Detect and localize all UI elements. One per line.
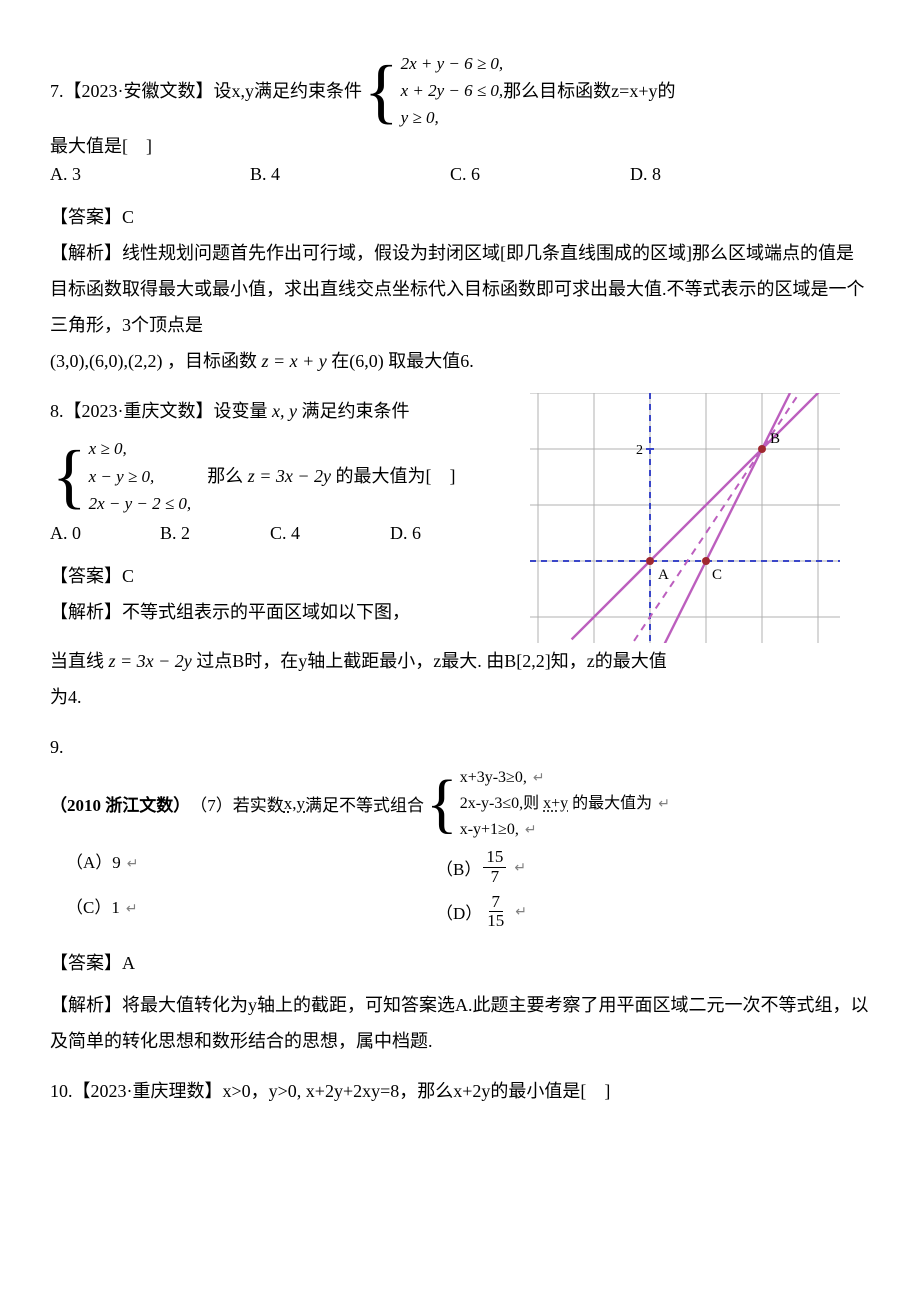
q8-left: 8.【2023·重庆文数】设变量 x, y 满足约束条件 { x ≥ 0, x …	[50, 393, 490, 643]
q8-exp2b: z = 3x − 2y	[104, 651, 196, 671]
q9-mid: 满足不等式组合	[305, 791, 424, 816]
q9-xy: x,y	[284, 794, 305, 814]
q8-stem-1: 8.【2023·重庆文数】设变量 x, y 满足约束条件	[50, 393, 490, 429]
q7-exp2a: (3,0),(6,0),(2,2) ，目标函数	[50, 351, 257, 371]
q8-var: x, y	[268, 401, 302, 421]
q9-num: 9.	[50, 729, 870, 765]
q9-options-row2: （C）1↵ （D） 7 15 ↵	[50, 893, 870, 931]
q7-sys-3: y ≥ 0,	[401, 104, 504, 131]
q9-system: x+3y-3≥0,↵ 2x-y-3≤0,则 x+y 的最大值为↵ x-y+1≥0…	[460, 765, 670, 842]
q8-opt-b: B. 2	[160, 523, 270, 544]
q8-sys-2: x − y ≥ 0,	[89, 463, 192, 490]
svg-text:C: C	[712, 567, 722, 583]
q8-mid3: 的最大值为[ ]	[335, 466, 455, 486]
q9-source: （2010 浙江文数）	[50, 791, 190, 816]
q8-pre: 8.【2023·重庆文数】设变量	[50, 401, 268, 421]
q7-answer: 【答案】C	[50, 199, 870, 235]
q9-explain: 【解析】将最大值转化为y轴上的截距，可知答案选A.此题主要考察了用平面区域二元一…	[50, 987, 870, 1059]
q7-explain-2: (3,0),(6,0),(2,2) ，目标函数 z = x + y 在(6,0)…	[50, 343, 870, 379]
q9-opt-b: （B） 15 7 ↵	[436, 848, 696, 886]
q8-mid: 那么 z = 3x − 2y 的最大值为[ ]	[191, 458, 455, 494]
q9-opt-d: （D） 7 15 ↵	[436, 893, 696, 931]
q10-stem: 10.【2023·重庆理数】x>0，y>0, x+2y+2xy=8，那么x+2y…	[50, 1073, 870, 1109]
q8-mid2: z = 3x − 2y	[243, 466, 335, 486]
return-icon: ↵	[120, 900, 138, 916]
q7-stem: 7.【2023·安徽文数】设x,y满足约束条件 { 2x + y − 6 ≥ 0…	[50, 50, 870, 132]
q9-iq: （7）若实数	[190, 791, 284, 816]
q7-opt-b: B. 4	[250, 164, 450, 185]
q7-exp2c: 在(6,0) 取最大值6.	[331, 351, 474, 371]
q7-explain-1: 【解析】线性规划问题首先作出可行域，假设为封闭区域[即几条直线围成的区域]那么区…	[50, 235, 870, 343]
q8-right: 2 A C B	[500, 393, 870, 643]
q7-sys-1: 2x + y − 6 ≥ 0,	[401, 50, 504, 77]
q8-exp2c: 过点B时，在y轴上截距最小，z最大. 由B[2,2]知，z的最大值	[196, 651, 666, 671]
q8-opt-c: C. 4	[270, 523, 390, 544]
return-icon: ↵	[508, 859, 526, 876]
brace-icon: {	[362, 55, 401, 127]
q7-line2: 最大值是[ ]	[50, 132, 870, 161]
q9-sys-2: 2x-y-3≤0,则 x+y 的最大值为↵	[460, 791, 670, 817]
q9-options-row1: （A）9↵ （B） 15 7 ↵	[50, 848, 870, 886]
q7-opt-c: C. 6	[450, 164, 630, 185]
q8-explain-3: 为4.	[50, 679, 870, 715]
return-icon: ↵	[652, 795, 670, 811]
q7-sys-2: x + 2y − 6 ≤ 0,	[401, 77, 504, 104]
fraction: 7 15	[482, 893, 509, 931]
q8-explain-2: 当直线 z = 3x − 2y 过点B时，在y轴上截距最小，z最大. 由B[2,…	[50, 643, 870, 679]
q7-opt-a: A. 3	[50, 164, 250, 185]
svg-text:A: A	[658, 567, 669, 583]
q8-sys-1: x ≥ 0,	[89, 435, 192, 462]
return-icon: ↵	[509, 903, 527, 920]
q8-mid1: 那么	[207, 466, 243, 486]
q9-tail: 则 x+y 的最大值为	[523, 795, 652, 812]
q9-opt-a: （A）9↵	[50, 848, 436, 886]
q9-stem: （2010 浙江文数） （7）若实数 x,y 满足不等式组合 { x+3y-3≥…	[50, 765, 870, 842]
q8-graph: 2 A C B	[530, 393, 840, 643]
svg-text:B: B	[770, 431, 780, 447]
fraction: 15 7	[481, 848, 508, 886]
q8-stem-2: { x ≥ 0, x − y ≥ 0, 2x − y − 2 ≤ 0, 那么 z…	[50, 435, 490, 517]
q9-opt-c: （C）1↵	[50, 893, 436, 931]
q9-answer: 【答案】A	[50, 945, 870, 981]
q7-exp2b: z = x + y	[257, 351, 331, 371]
brace-icon: {	[50, 440, 89, 512]
page: 7.【2023·安徽文数】设x,y满足约束条件 { 2x + y − 6 ≥ 0…	[0, 0, 920, 1169]
q7-pre: 7.【2023·安徽文数】设x,y满足约束条件	[50, 73, 362, 109]
q8-opt-d: D. 6	[390, 523, 490, 544]
q8-options: A. 0 B. 2 C. 4 D. 6	[50, 523, 490, 544]
q9-sys-3: x-y+1≥0,↵	[460, 817, 670, 843]
return-icon: ↵	[121, 855, 139, 871]
q7-post: 那么目标函数z=x+y的	[503, 73, 675, 109]
q8-exp2a: 当直线	[50, 651, 104, 671]
q7-options: A. 3 B. 4 C. 6 D. 8	[50, 164, 870, 185]
return-icon: ↵	[527, 769, 545, 785]
q8-sys-3: 2x − y − 2 ≤ 0,	[89, 490, 192, 517]
brace-icon: {	[424, 771, 460, 837]
svg-text:2: 2	[636, 443, 643, 458]
q8-block: 8.【2023·重庆文数】设变量 x, y 满足约束条件 { x ≥ 0, x …	[50, 393, 870, 643]
q8-answer: 【答案】C	[50, 558, 490, 594]
q8-system: x ≥ 0, x − y ≥ 0, 2x − y − 2 ≤ 0,	[89, 435, 192, 517]
q9-sys-1: x+3y-3≥0,↵	[460, 765, 670, 791]
q8-post: 满足约束条件	[301, 401, 409, 421]
q7-opt-d: D. 8	[630, 164, 750, 185]
q7-system: 2x + y − 6 ≥ 0, x + 2y − 6 ≤ 0, y ≥ 0,	[401, 50, 504, 132]
q8-opt-a: A. 0	[50, 523, 160, 544]
q8-explain-1: 【解析】不等式组表示的平面区域如以下图，	[50, 594, 490, 630]
return-icon: ↵	[519, 821, 537, 837]
